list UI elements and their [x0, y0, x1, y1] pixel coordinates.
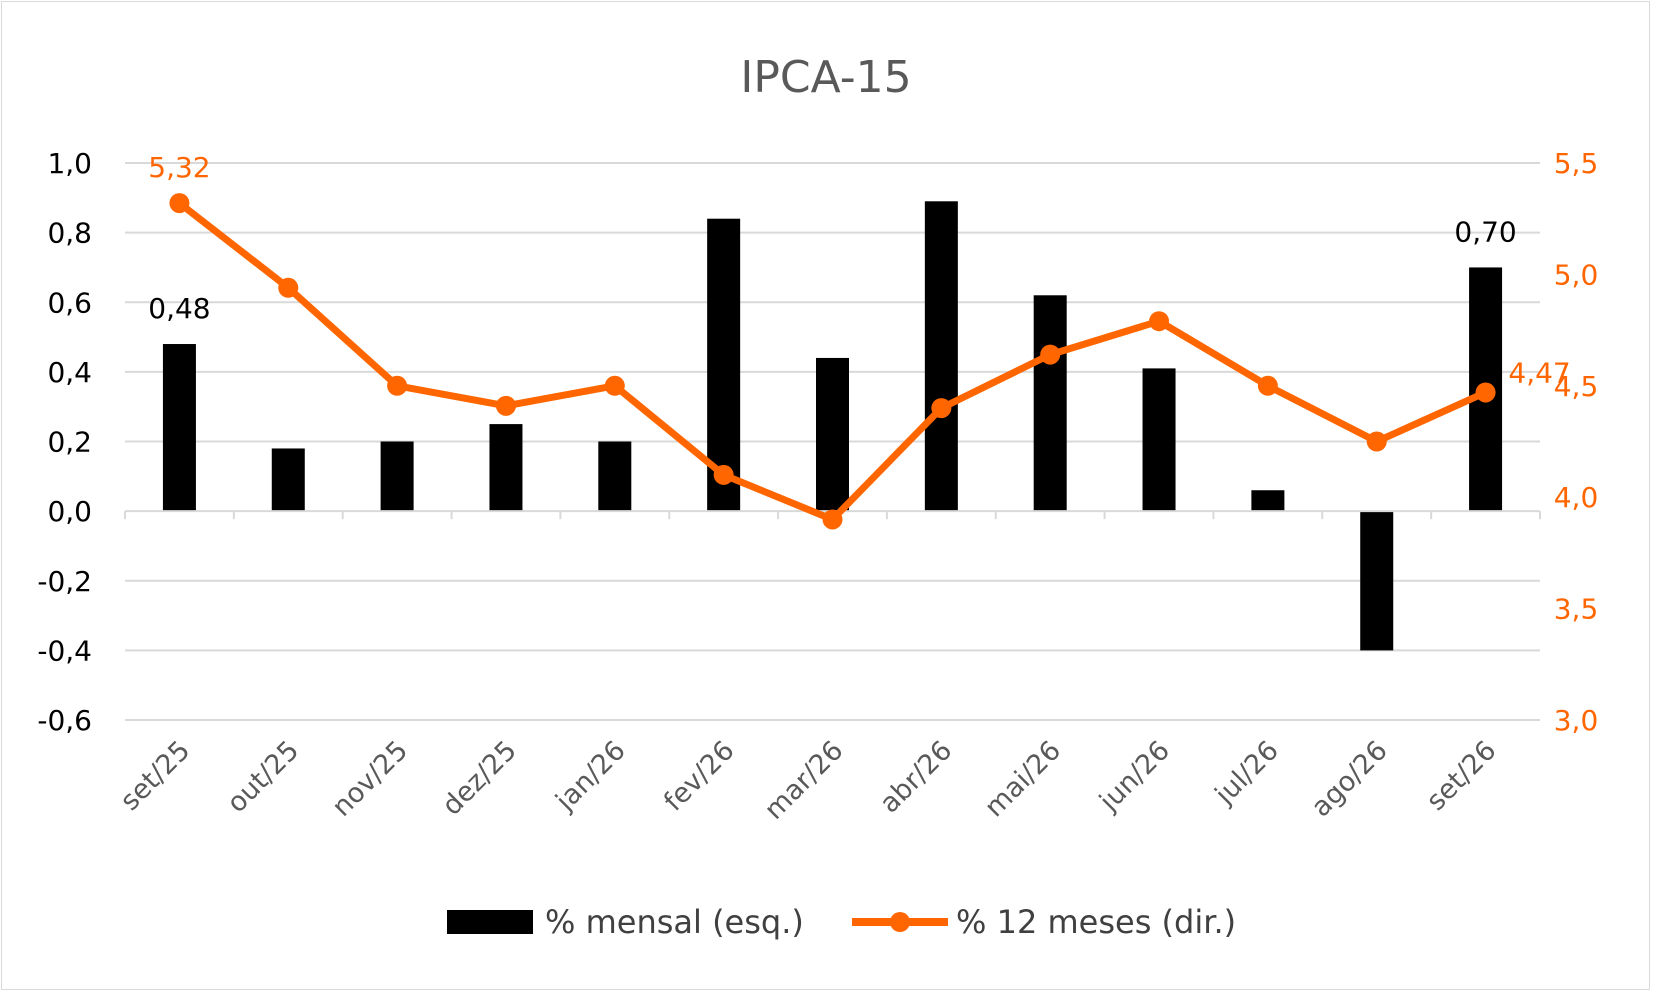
- data-label: 4,47: [1508, 356, 1570, 389]
- left-tick-label: 0,6: [47, 286, 92, 319]
- bar: [162, 344, 196, 512]
- x-tick-label: ago/26: [1306, 735, 1394, 823]
- bar: [598, 441, 632, 512]
- x-tick-label: out/25: [221, 735, 305, 819]
- bar: [924, 201, 958, 512]
- legend-bar-label: % mensal (esq.): [545, 903, 804, 941]
- x-tick-label: abr/26: [874, 735, 958, 819]
- left-tick-label: -0,2: [37, 565, 92, 598]
- right-tick-label: 4,0: [1554, 481, 1599, 514]
- right-tick-label: 5,0: [1554, 258, 1599, 291]
- line-point: [495, 395, 516, 416]
- legend-line-label: % 12 meses (dir.): [956, 903, 1236, 941]
- chart-title: IPCA-15: [740, 52, 911, 103]
- left-tick-label: -0,4: [37, 634, 92, 667]
- line-point: [713, 464, 734, 485]
- data-label: 0,48: [148, 292, 210, 325]
- x-tick-label: jun/26: [1093, 735, 1176, 818]
- left-tick-label: 0,8: [47, 217, 92, 250]
- x-tick-label: jan/26: [549, 735, 631, 817]
- left-tick-label: 0,2: [47, 426, 92, 459]
- bar: [489, 424, 523, 512]
- left-tick-label: 1,0: [47, 147, 92, 180]
- x-axis-ticks: set/25 out/25 nov/25 dez/25 jan/26 fev/26 mar/…: [115, 735, 1503, 826]
- right-axis-ticks: 5,5 5,0 4,5 4,0 3,5 3,0: [1554, 147, 1599, 737]
- left-axis-ticks: 1,0 0,8 0,6 0,4 0,2 0,0 -0,2 -0,4 -0,6: [37, 147, 92, 737]
- x-tick-label: set/26: [1421, 735, 1503, 817]
- left-tick-label: -0,6: [37, 704, 92, 737]
- data-labels: 0,48 0,70 5,32 4,47: [148, 151, 1570, 389]
- x-tick-label: mar/26: [759, 735, 850, 826]
- x-tick-label: set/25: [115, 735, 197, 817]
- right-tick-label: 3,5: [1554, 593, 1599, 626]
- line-point: [1257, 375, 1278, 396]
- data-label: 0,70: [1454, 215, 1516, 248]
- line-point: [1149, 311, 1170, 332]
- bar: [1251, 490, 1285, 512]
- line-point: [822, 509, 843, 530]
- bar: [1033, 295, 1067, 512]
- line-point: [931, 398, 952, 419]
- right-tick-label: 3,0: [1554, 704, 1599, 737]
- x-tick-label: fev/26: [658, 735, 740, 817]
- line-point: [1366, 431, 1387, 452]
- legend-line-marker: [890, 912, 910, 932]
- line-point: [278, 277, 299, 298]
- left-tick-label: 0,0: [47, 495, 92, 528]
- left-tick-label: 0,4: [47, 356, 92, 389]
- line-series: [169, 193, 1496, 530]
- line-point: [387, 375, 408, 396]
- x-tick-label: nov/25: [326, 735, 414, 823]
- x-tick-label: dez/25: [436, 735, 523, 822]
- legend-bar-swatch: [447, 910, 533, 934]
- x-tick-label: jul/26: [1209, 735, 1285, 811]
- right-tick-label: 5,5: [1554, 147, 1599, 180]
- data-label: 5,32: [148, 151, 210, 184]
- line-point: [169, 193, 190, 214]
- bar-series: [162, 201, 1503, 651]
- bar: [1142, 368, 1176, 512]
- bar: [271, 448, 305, 512]
- line-point: [604, 375, 625, 396]
- right-tick-label: 4,5: [1554, 370, 1599, 403]
- bar: [1360, 511, 1394, 651]
- x-tick-label: mai/26: [979, 735, 1067, 823]
- line-point: [1040, 344, 1061, 365]
- bar: [816, 357, 849, 512]
- legend: % mensal (esq.) % 12 meses (dir.): [447, 903, 1236, 941]
- line-point: [1475, 382, 1496, 403]
- bar: [380, 441, 414, 512]
